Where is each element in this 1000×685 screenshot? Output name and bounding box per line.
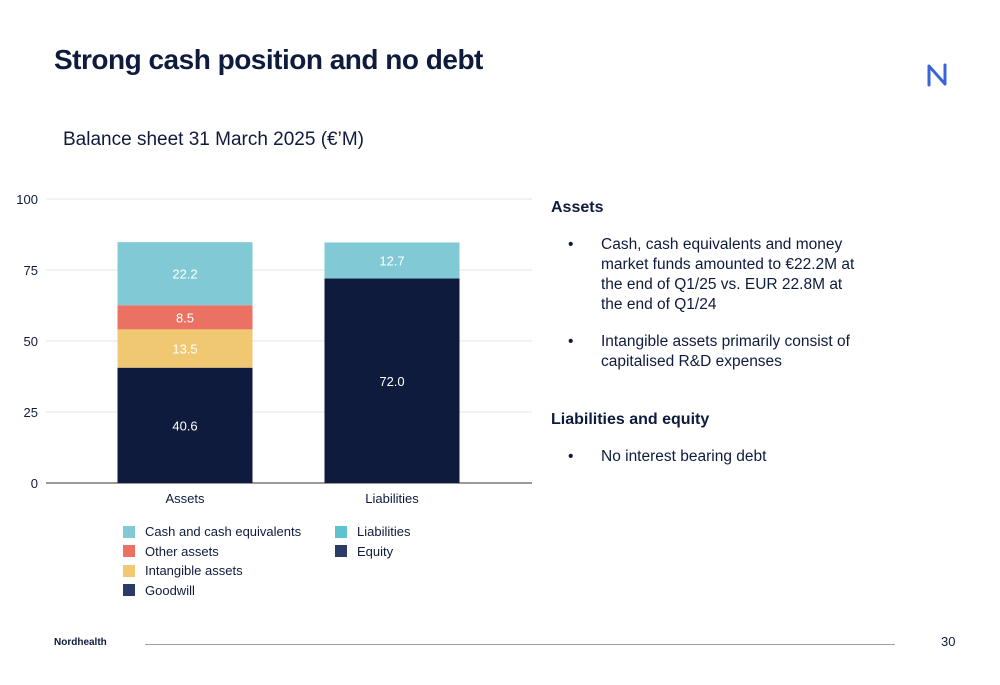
bar-segment xyxy=(117,329,253,368)
slide-title: Strong cash position and no debt xyxy=(54,44,483,75)
data-label: 12.7 xyxy=(379,253,404,268)
footer-brand: Nordhealth xyxy=(54,637,107,648)
bar-segment xyxy=(117,305,253,330)
nordhealth-logo-icon xyxy=(927,63,947,87)
data-label: 40.6 xyxy=(172,418,197,433)
bar-segment xyxy=(117,242,253,306)
y-tick-label: 50 xyxy=(24,334,38,349)
y-tick-label: 75 xyxy=(24,263,38,278)
assets-heading: Assets xyxy=(551,199,604,216)
y-tick-label: 100 xyxy=(16,192,38,207)
bar-segment xyxy=(117,367,253,483)
legend-swatch xyxy=(335,545,347,558)
legend-label: Other assets xyxy=(145,543,219,559)
legend-item: Cash and cash equivalents xyxy=(123,522,301,542)
legend-swatch xyxy=(123,525,135,538)
assets-bullet: Cash, cash equivalents and money market … xyxy=(551,235,861,315)
legend-swatch xyxy=(123,584,135,597)
page-number: 30 xyxy=(941,634,956,649)
legend-liabilities: Liabilities Equity xyxy=(335,522,410,561)
assets-bullet: Intangible assets primarily consist of c… xyxy=(551,332,861,372)
balance-sheet-chart: 0 25 50 75 100 40.6 13.5 8.5 22.2 Assets 72.0 12.7 L… xyxy=(16,192,532,506)
legend-label: Cash and cash equivalents xyxy=(145,524,302,540)
bar-segment xyxy=(324,242,460,279)
liabilities-bullet: No interest bearing debt xyxy=(551,447,861,467)
legend-item: Liabilities xyxy=(335,522,410,542)
legend-label: Liabilities xyxy=(357,524,411,540)
legend-label: Goodwill xyxy=(145,582,195,598)
legend-label: Intangible assets xyxy=(145,563,243,579)
legend-label: Equity xyxy=(357,543,394,559)
legend-swatch xyxy=(123,545,135,558)
bar-segment xyxy=(324,278,460,483)
legend-swatch xyxy=(123,564,135,577)
commentary-panel: Assets Cash, cash equivalents and money … xyxy=(551,199,861,467)
legend-item: Goodwill xyxy=(123,581,301,601)
y-tick-label: 0 xyxy=(31,476,38,491)
data-label: 13.5 xyxy=(172,342,197,357)
data-label: 22.2 xyxy=(172,267,197,282)
legend-assets: Cash and cash equivalents Other assets I… xyxy=(123,522,301,600)
y-tick-label: 25 xyxy=(24,405,38,420)
data-label: 8.5 xyxy=(176,310,194,325)
x-tick-label: Liabilities xyxy=(365,491,419,506)
legend-swatch xyxy=(335,525,347,538)
chart-title: Balance sheet 31 March 2025 (€’M) xyxy=(63,129,364,150)
liabilities-heading: Liabilities and equity xyxy=(551,411,710,428)
data-label: 72.0 xyxy=(379,374,404,389)
legend-item: Equity xyxy=(335,542,410,562)
x-tick-label: Assets xyxy=(165,491,205,506)
legend-item: Other assets xyxy=(123,542,301,562)
legend-item: Intangible assets xyxy=(123,561,301,581)
footer-divider xyxy=(145,644,895,645)
